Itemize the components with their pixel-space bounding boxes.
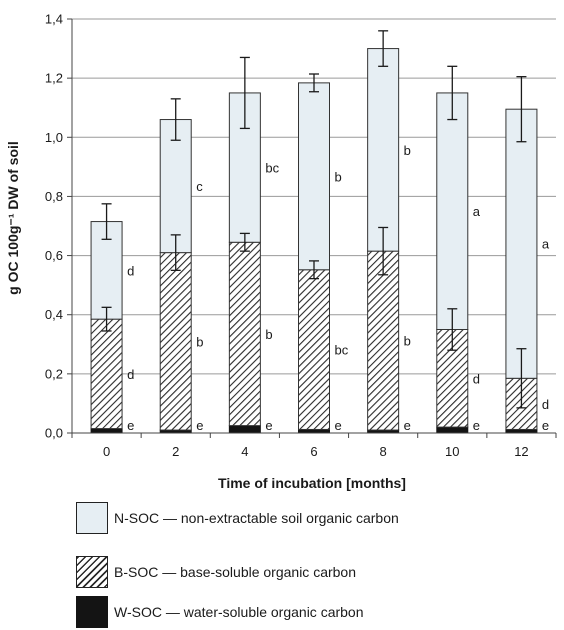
legend-label-bsoc: B-SOC — base-soluble organic carbon <box>114 564 357 580</box>
significance-letter: e <box>542 418 549 433</box>
significance-letter: bc <box>265 161 279 176</box>
axes <box>67 18 557 438</box>
legend-item-wsoc: W-SOC — water-soluble organic carbon <box>76 596 536 630</box>
legend-swatch-wsoc <box>76 596 108 628</box>
significance-letter: b <box>404 143 411 158</box>
bar-segment-nsoc <box>159 119 192 254</box>
y-tick-label: 0,8 <box>45 189 63 204</box>
x-tick-label: 8 <box>380 444 387 459</box>
bar-segment-nsoc <box>505 108 538 379</box>
y-axis-title: g OC 100g⁻¹ DW of soil <box>5 141 21 295</box>
bar-segment-bsoc <box>90 318 123 430</box>
chart: 0,00,20,40,60,81,01,21,40 2 4 6 8 10 12eddebce… <box>5 12 557 491</box>
significance-letter: e <box>265 418 272 433</box>
significance-letter: bc <box>335 343 349 358</box>
significance-letter: e <box>404 418 411 433</box>
y-tick-label: 0,2 <box>45 366 63 381</box>
bar-segment-wsoc <box>90 428 123 434</box>
x-tick-label: 0 <box>103 444 110 459</box>
bar-segment-wsoc <box>436 426 469 434</box>
significance-letter: d <box>542 397 549 412</box>
y-tick-label: 1,4 <box>45 12 63 27</box>
y-tick-label: 1,2 <box>45 71 63 86</box>
y-tick-label: 0,0 <box>45 426 63 441</box>
significance-letter: d <box>127 367 134 382</box>
bar-segment-nsoc <box>298 82 330 271</box>
x-tick-label: 10 <box>445 444 459 459</box>
bar-segment-bsoc <box>298 269 330 430</box>
significance-letter: b <box>404 334 411 349</box>
x-tick-label: 12 <box>514 444 528 459</box>
legend-swatch-bsoc <box>76 556 108 588</box>
significance-letter: e <box>473 418 480 433</box>
significance-letter: a <box>473 204 481 219</box>
significance-letter: e <box>335 418 342 433</box>
x-tick-label: 4 <box>241 444 248 459</box>
significance-letter: d <box>127 263 134 278</box>
legend-swatch-nsoc <box>76 502 108 534</box>
significance-letter: e <box>127 418 134 433</box>
bars <box>90 48 538 434</box>
legend-item-bsoc: B-SOC — base-soluble organic carbon <box>76 556 536 590</box>
legend-label-wsoc: W-SOC — water-soluble organic carbon <box>114 604 364 620</box>
significance-letter: b <box>196 334 203 349</box>
significance-letter: e <box>196 418 203 433</box>
significance-letter: c <box>196 179 203 194</box>
x-tick-label: 2 <box>172 444 179 459</box>
legend-item-nsoc: N-SOC — non-extractable soil organic car… <box>76 502 536 536</box>
bar-segment-wsoc <box>228 425 261 434</box>
significance-letter: a <box>542 237 550 252</box>
bar-segment-bsoc <box>228 241 261 427</box>
significance-letter: d <box>473 371 480 386</box>
y-tick-label: 0,6 <box>45 248 63 263</box>
bar-segment-wsoc <box>505 428 538 434</box>
chart-labels: 0,00,20,40,60,81,01,21,40 2 4 6 8 10 12eddebce… <box>45 12 550 460</box>
bar-segment-nsoc <box>367 48 400 252</box>
bar-segment-bsoc <box>159 252 192 431</box>
significance-letter: b <box>335 169 342 184</box>
y-tick-label: 0,4 <box>45 307 63 322</box>
x-axis-title: Time of incubation [months] <box>218 475 406 491</box>
legend-label-nsoc: N-SOC — non-extractable soil organic car… <box>114 510 399 526</box>
significance-letter: b <box>265 327 272 342</box>
bar-segment-wsoc <box>298 428 330 434</box>
x-tick-label: 6 <box>310 444 317 459</box>
bar-segment-nsoc <box>436 92 469 330</box>
error-bars <box>101 30 527 409</box>
bar-segment-bsoc <box>367 250 400 431</box>
y-tick-label: 1,0 <box>45 130 63 145</box>
